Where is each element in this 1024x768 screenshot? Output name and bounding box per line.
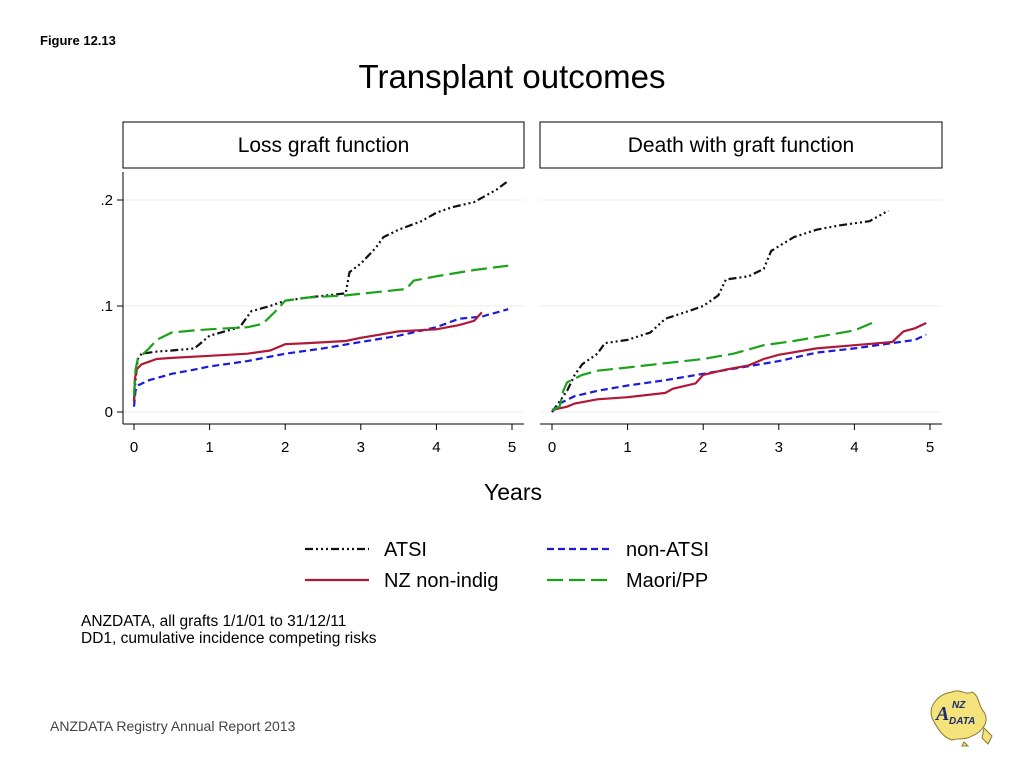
x-tick-label: 4 xyxy=(850,439,858,456)
x-tick-label: 2 xyxy=(699,439,707,456)
source-note: ANZDATA, all grafts 1/1/01 to 31/12/11 D… xyxy=(81,613,376,647)
legend-item: non-ATSI xyxy=(547,539,709,561)
x-tick-label: 2 xyxy=(281,439,289,456)
series-line-maori-pp xyxy=(132,264,509,397)
legend: ATSI non-ATSI NZ non-indig Maori/PP xyxy=(305,539,709,592)
series-line-non-atsi xyxy=(132,308,509,407)
panel-header xyxy=(122,121,525,169)
series-line-non-atsi xyxy=(551,333,927,413)
svg-text:A: A xyxy=(934,703,949,725)
x-tick-label: 3 xyxy=(357,439,365,456)
x-tick-label: 5 xyxy=(508,439,516,456)
x-tick-label: 4 xyxy=(432,439,440,456)
panels: Loss graft function 0 1 2 3 4 5 0 .1 .2 Death with… xyxy=(100,121,943,456)
svg-text:NZ: NZ xyxy=(952,700,966,711)
legend-item: Maori/PP xyxy=(547,570,708,592)
y-tick-label: 0 xyxy=(105,404,113,421)
panel-2: Death with graft function 0 1 2 3 4 5 xyxy=(539,121,943,456)
source-note-line: ANZDATA, all grafts 1/1/01 to 31/12/11 xyxy=(81,613,347,630)
legend-label: Maori/PP xyxy=(626,570,708,592)
panel-title: Loss graft function xyxy=(238,134,410,157)
series-line-atsi xyxy=(132,180,509,402)
legend-label: non-ATSI xyxy=(626,539,709,561)
legend-label: ATSI xyxy=(384,539,427,561)
y-tick-label: .2 xyxy=(100,192,113,209)
legend-label: NZ non-indig xyxy=(384,570,499,592)
legend-item: NZ non-indig xyxy=(305,570,499,592)
panel-title: Death with graft function xyxy=(628,134,854,157)
anzdata-logo: A NZ DATA xyxy=(930,690,993,747)
series-line-maori-pp xyxy=(551,319,878,411)
footer-text: ANZDATA Registry Annual Report 2013 xyxy=(50,718,296,734)
series-line-atsi xyxy=(551,209,889,413)
x-tick-label: 1 xyxy=(623,439,631,456)
chart-area: Loss graft function 0 1 2 3 4 5 0 .1 .2 Death with… xyxy=(100,121,943,592)
panel-header xyxy=(539,121,943,169)
series-line-nz-non-indig xyxy=(551,322,927,411)
chart-title: Transplant outcomes xyxy=(358,58,666,95)
panel-1: Loss graft function 0 1 2 3 4 5 0 .1 .2 xyxy=(100,121,525,456)
svg-text:DATA: DATA xyxy=(949,716,975,727)
series-line-nz-non-indig xyxy=(132,311,483,402)
x-tick-label: 1 xyxy=(205,439,213,456)
x-tick-label: 5 xyxy=(926,439,934,456)
x-tick-label: 3 xyxy=(775,439,783,456)
x-tick-label: 0 xyxy=(548,439,556,456)
figure-label: Figure 12.13 xyxy=(40,33,116,48)
legend-item: ATSI xyxy=(305,539,427,561)
x-axis-label: Years xyxy=(484,479,542,505)
x-tick-label: 0 xyxy=(130,439,138,456)
y-tick-label: .1 xyxy=(100,298,113,315)
source-note-line: DD1, cumulative incidence competing risk… xyxy=(81,630,377,647)
